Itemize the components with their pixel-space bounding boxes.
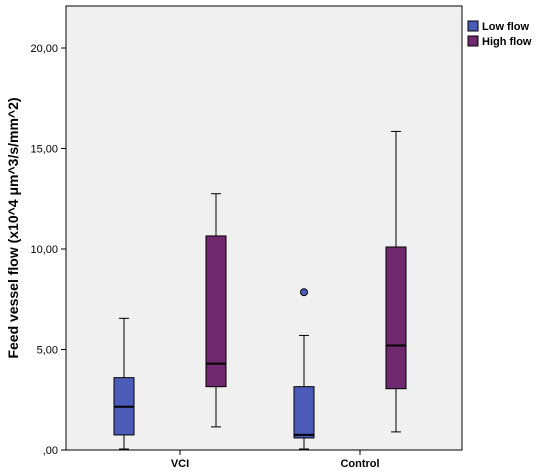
box-high-flow-control [385,130,407,433]
box-iqr [293,386,315,439]
legend-swatch [467,20,479,32]
y-tick-label: 10,00 [30,244,58,256]
y-tick-label: 5,00 [37,345,58,357]
box-low-flow-control [293,288,315,450]
legend-swatch [467,35,479,47]
x-tick-label: VCI [171,458,189,470]
y-tick-label: 20,00 [30,43,58,55]
legend-label: High flow [482,36,532,48]
box-iqr [205,235,227,388]
box-high-flow-vci [205,193,227,428]
y-axis: ,00 5,00 10,00 15,00 20,00 [30,43,66,457]
y-axis-title: Feed vessel flow (x10^4 μm^3/s/mm^2) [5,97,21,358]
outlier-point [300,288,308,297]
box-low-flow-vci [113,317,135,450]
y-tick-label: ,00 [43,445,58,457]
x-tick-label: Control [340,458,379,470]
legend-label: Low flow [482,21,529,33]
box-iqr [385,246,407,390]
legend: Low flow High flow [467,20,532,48]
x-axis: VCI Control [171,450,380,470]
y-tick-label: 15,00 [30,144,58,156]
boxes [113,130,407,450]
